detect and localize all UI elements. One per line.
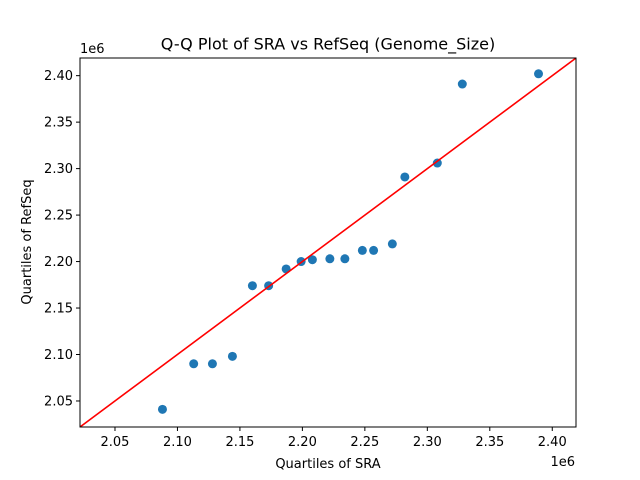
scatter-point-13 xyxy=(369,245,379,255)
scatter-point-17 xyxy=(457,79,467,89)
scatter-point-2 xyxy=(189,359,199,369)
y-tick-label: 2.35 xyxy=(44,116,73,131)
scatter-point-12 xyxy=(357,245,367,255)
y-tick-label: 2.05 xyxy=(44,394,73,409)
scatter-point-10 xyxy=(325,254,335,264)
scatter-point-1 xyxy=(157,404,167,414)
scatter-point-14 xyxy=(387,239,397,249)
x-tick-label: 2.40 xyxy=(538,435,567,450)
y-tick-label: 2.20 xyxy=(44,255,73,270)
x-tick-label: 2.10 xyxy=(163,435,192,450)
x-tick-label: 2.25 xyxy=(350,435,379,450)
scatter-points xyxy=(157,69,544,414)
y-axis-label: Quartiles of RefSeq xyxy=(20,179,35,304)
x-tick-label: 2.35 xyxy=(475,435,504,450)
chart-title: Q-Q Plot of SRA vs RefSeq (Genome_Size) xyxy=(161,35,495,55)
scatter-point-16 xyxy=(432,158,442,168)
y-tick-label: 2.15 xyxy=(44,302,73,317)
scatter-point-3 xyxy=(207,359,217,369)
y-tick-label: 2.10 xyxy=(44,348,73,363)
x-offset-label: 1e6 xyxy=(550,455,575,470)
y-tick-label: 2.40 xyxy=(44,69,73,84)
x-tick-label: 2.20 xyxy=(288,435,317,450)
x-axis-label: Quartiles of SRA xyxy=(275,457,380,472)
scatter-point-5 xyxy=(247,281,257,291)
y-offset-label: 1e6 xyxy=(80,42,105,57)
y-tick-label: 2.30 xyxy=(44,162,73,177)
x-tick-label: 2.30 xyxy=(413,435,442,450)
x-tick-label: 2.15 xyxy=(225,435,254,450)
scatter-point-9 xyxy=(307,255,317,265)
x-tick-label: 2.05 xyxy=(101,435,130,450)
scatter-point-15 xyxy=(400,172,410,182)
scatter-point-18 xyxy=(534,69,544,79)
scatter-point-4 xyxy=(227,351,237,361)
reference-line xyxy=(80,58,576,427)
plot-area: 2.05 2.10 2.15 2.20 2.25 2.30 2.35 2.40 2.05 2.10… xyxy=(44,57,577,450)
scatter-point-11 xyxy=(340,254,350,264)
y-tick-label: 2.25 xyxy=(44,209,73,224)
axes-frame xyxy=(79,57,577,428)
